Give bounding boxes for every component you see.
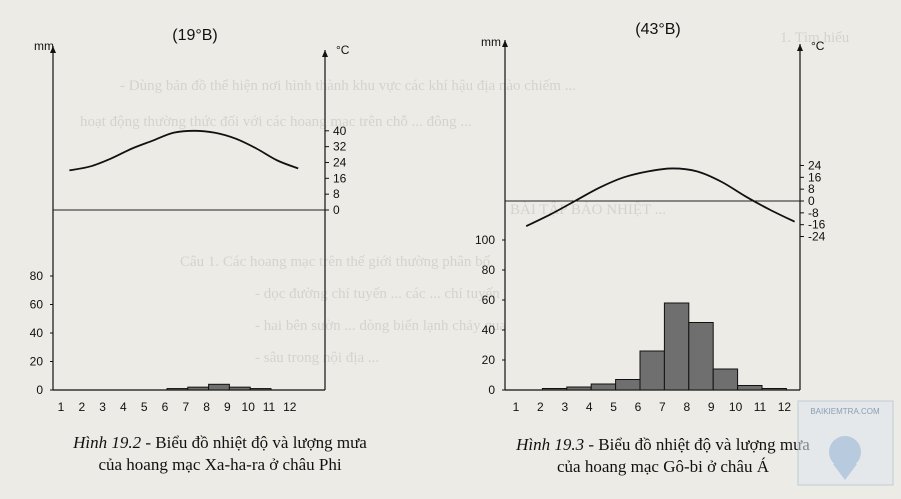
chart-gobi-month-label: 12 bbox=[778, 400, 792, 414]
bg-text-4: Câu 1. Các hoang mạc trên thế giới thườn… bbox=[180, 254, 491, 270]
chart-gobi-temp-tick-label: 8 bbox=[808, 182, 815, 196]
chart-gobi-rain-bar bbox=[541, 388, 568, 391]
chart-gobi-rain-axis-arrow bbox=[502, 40, 508, 47]
watermark-badge: BAIKIEMTRA.COM bbox=[797, 400, 894, 486]
caption-gobi-fig: Hình 19.3 bbox=[516, 435, 585, 454]
chart-sahara-temp-tick-label: 40 bbox=[333, 124, 347, 138]
chart-gobi-rain-bar bbox=[712, 368, 739, 391]
bg-text-3: BÀI TẬP BẢO NHIỆT ... bbox=[510, 201, 666, 218]
chart-sahara-month-label: 4 bbox=[120, 400, 127, 414]
chart-gobi-temp-tick-label: 24 bbox=[808, 158, 822, 172]
chart-gobi-month-label: 1 bbox=[513, 400, 520, 414]
chart-sahara-rain-tick-label: 20 bbox=[30, 355, 44, 369]
chart-gobi-rain-bar bbox=[737, 385, 763, 391]
chart-gobi-month-label: 6 bbox=[635, 400, 642, 414]
chart-sahara-rain-bar bbox=[249, 388, 272, 391]
watermark-shield-icon: BAIKIEMTRA.COM bbox=[797, 400, 894, 486]
caption-gobi-line1: - Biểu đồ nhiệt độ và lượng mưa bbox=[584, 435, 810, 454]
bg-text-0: 1. Tìm hiểu bbox=[780, 30, 850, 46]
chart-gobi-month-label: 2 bbox=[537, 400, 544, 414]
chart-sahara-rain-unit: mm bbox=[34, 39, 54, 53]
chart-gobi-rain-bar bbox=[688, 322, 714, 391]
chart-gobi-rain-bar bbox=[761, 388, 787, 391]
chart-gobi-month-label: 7 bbox=[659, 400, 666, 414]
bg-text-1: - Dùng bản đồ thể hiện nơi hình thành kh… bbox=[120, 78, 576, 94]
chart-sahara-month-label: 5 bbox=[141, 400, 148, 414]
caption-gobi-line2: của hoang mạc Gô-bi ở châu Á bbox=[557, 457, 769, 476]
chart-gobi-rain-tick-label: 100 bbox=[475, 233, 495, 247]
chart-sahara-month-label: 3 bbox=[99, 400, 106, 414]
chart-sahara-month-label: 1 bbox=[58, 400, 65, 414]
chart-gobi-month-label: 3 bbox=[561, 400, 568, 414]
chart-sahara-month-label: 8 bbox=[203, 400, 210, 414]
chart-sahara-month-label: 12 bbox=[283, 400, 297, 414]
bg-text-6: - hai bên sườn ... dòng biển lạnh chảy q… bbox=[255, 318, 506, 334]
chart-gobi-temp-unit: °C bbox=[811, 39, 825, 53]
chart-sahara-month-label: 10 bbox=[242, 400, 256, 414]
chart-sahara-rain-bar bbox=[187, 386, 210, 391]
chart-sahara-temperature-line bbox=[69, 129, 299, 172]
chart-sahara-temp-tick-label: 0 bbox=[333, 203, 340, 217]
chart-gobi-temp-tick-label: 0 bbox=[808, 194, 815, 208]
chart-sahara-rain-tick-label: 80 bbox=[30, 269, 44, 283]
chart-gobi-temp-tick-label: -24 bbox=[808, 230, 826, 244]
chart-gobi-rain-bar bbox=[639, 350, 665, 391]
chart-gobi-temperature-line bbox=[525, 167, 795, 227]
chart-sahara-temp-tick-label: 16 bbox=[333, 171, 347, 185]
chart-sahara-temp-tick-label: 24 bbox=[333, 155, 347, 169]
chart-sahara-temp-tick-label: 8 bbox=[333, 187, 340, 201]
chart-gobi-rain-bar bbox=[590, 383, 617, 391]
chart-sahara-rain-bar bbox=[228, 386, 251, 391]
chart-gobi-rain-bar bbox=[615, 379, 641, 391]
chart-gobi-temp-axis-arrow bbox=[797, 44, 803, 51]
chart-sahara-month-label: 7 bbox=[182, 400, 189, 414]
chart-gobi-month-label: 4 bbox=[586, 400, 593, 414]
chart-gobi-rain-tick-label: 40 bbox=[482, 323, 496, 337]
chart-gobi-month-label: 8 bbox=[683, 400, 690, 414]
chart-gobi-rain-tick-label: 60 bbox=[482, 293, 496, 307]
caption-sahara-fig: Hình 19.2 bbox=[73, 433, 142, 452]
chart-gobi-rain-bar bbox=[566, 386, 592, 391]
chart-sahara-month-label: 9 bbox=[224, 400, 231, 414]
chart-sahara-temp-unit: °C bbox=[336, 43, 350, 57]
chart-gobi-month-label: 5 bbox=[610, 400, 617, 414]
caption-sahara-line1: - Biểu đồ nhiệt độ và lượng mưa bbox=[141, 433, 367, 452]
chart-gobi-month-label: 10 bbox=[729, 400, 743, 414]
chart-gobi-rain-tick-label: 20 bbox=[482, 353, 496, 367]
chart-gobi-temp-tick-label: 16 bbox=[808, 170, 822, 184]
watermark-badge-text: BAIKIEMTRA.COM bbox=[810, 407, 880, 416]
chart-sahara-rain-tick-label: 60 bbox=[30, 298, 44, 312]
caption-gobi: Hình 19.3 - Biểu đồ nhiệt độ và lượng mư… bbox=[438, 434, 888, 478]
chart-gobi-rain-tick-label: 80 bbox=[482, 263, 496, 277]
caption-sahara-line2: của hoang mạc Xa-ha-ra ở châu Phi bbox=[98, 455, 342, 474]
chart-sahara-rain-axis-arrow bbox=[50, 46, 56, 53]
chart-sahara-rain-tick-label: 0 bbox=[36, 383, 43, 397]
chart-sahara-rain-tick-label: 40 bbox=[30, 326, 44, 340]
chart-sahara-latitude: (19°B) bbox=[172, 27, 218, 44]
bg-text-5: - dọc đường chí tuyến ... các ... chí tu… bbox=[255, 286, 500, 302]
chart-sahara-temp-tick-label: 32 bbox=[333, 140, 347, 154]
chart-gobi-rain-tick-label: 0 bbox=[488, 383, 495, 397]
chart-gobi-month-label: 11 bbox=[754, 400, 767, 414]
caption-sahara: Hình 19.2 - Biểu đồ nhiệt độ và lượng mư… bbox=[0, 432, 440, 476]
chart-sahara-rain-bar bbox=[166, 388, 189, 391]
bg-text-7: - sâu trong nội địa ... bbox=[255, 350, 379, 366]
chart-sahara-temp-axis-arrow bbox=[322, 50, 328, 57]
chart-gobi-temp-tick-label: -16 bbox=[808, 218, 826, 232]
chart-sahara-month-label: 11 bbox=[263, 400, 276, 414]
chart-sahara-month-label: 2 bbox=[78, 400, 85, 414]
chart-gobi-temp-tick-label: -8 bbox=[808, 206, 819, 220]
chart-gobi-month-label: 9 bbox=[708, 400, 715, 414]
background-bleed-text: 1. Tìm hiểu - Dùng bản đồ thể hiện nơi h… bbox=[80, 30, 850, 366]
chart-gobi-rain-unit: mm bbox=[481, 35, 501, 49]
chart-gobi-latitude: (43°B) bbox=[635, 21, 681, 38]
chart-sahara-month-label: 6 bbox=[162, 400, 169, 414]
chart-sahara-rain-bar bbox=[208, 383, 230, 391]
chart-gobi-rain-bar bbox=[663, 302, 690, 391]
bg-text-2: hoạt động thường thức đối với các hoang … bbox=[80, 114, 472, 130]
